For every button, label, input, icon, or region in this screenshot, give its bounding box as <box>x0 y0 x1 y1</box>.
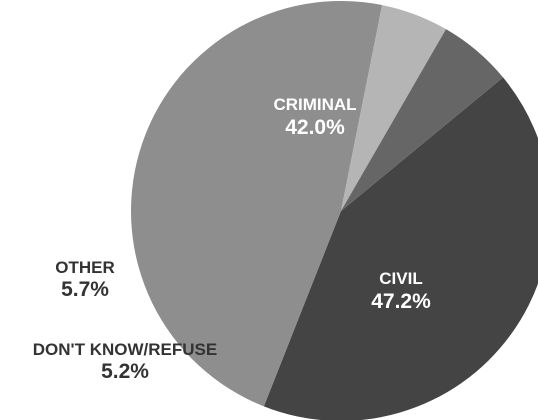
slice-label-other: OTHER <box>55 258 115 277</box>
slice-label-civil: CIVIL <box>379 269 422 288</box>
slice-label-don-t-know-refuse: DON'T KNOW/REFUSE <box>33 340 217 359</box>
slice-label-criminal: CRIMINAL <box>273 95 356 114</box>
pie-slice-other <box>341 29 504 212</box>
slice-value-other: 5.7% <box>61 278 109 301</box>
pie-slice-don-t-know-refuse <box>341 5 447 212</box>
slice-value-civil: 47.2% <box>371 290 431 313</box>
slice-value-criminal: 42.0% <box>285 116 345 139</box>
slice-value-don-t-know-refuse: 5.2% <box>101 360 149 383</box>
pie-slice-civil <box>130 0 383 407</box>
pie-slices <box>130 0 538 420</box>
pie-slice-criminal <box>263 77 538 420</box>
